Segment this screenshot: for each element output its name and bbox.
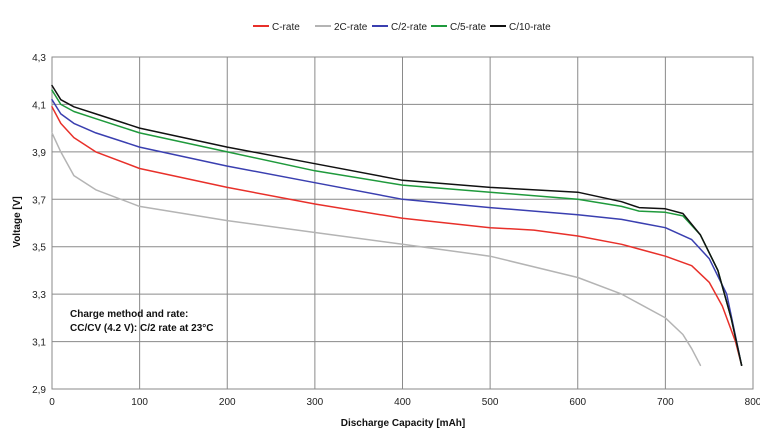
y-tick-label: 3,3 <box>32 290 46 301</box>
annotation-line-1: Charge method and rate: <box>70 309 188 320</box>
y-tick-label: 3,5 <box>32 243 46 254</box>
x-tick-label: 100 <box>131 397 148 408</box>
y-axis-title: Voltage [V] <box>12 196 23 247</box>
legend: C-rate 2C-rate C/2-rate C/5-rate C/10-rate <box>253 22 551 33</box>
y-tick-label: 4,1 <box>32 100 46 111</box>
x-tick-label: 300 <box>307 397 324 408</box>
series-layer <box>51 84 743 367</box>
series-line-c-10-rate <box>51 84 743 367</box>
y-tick-label: 3,7 <box>32 195 46 206</box>
x-tick-label: 200 <box>219 397 236 408</box>
legend-label-c-rate: C-rate <box>272 22 300 33</box>
y-tick-label: 2,9 <box>32 385 46 396</box>
x-tick-label: 700 <box>657 397 674 408</box>
legend-label-c-10-rate: C/10-rate <box>509 22 551 33</box>
x-tick-label: 800 <box>745 397 760 408</box>
tick-labels: 0 100 200 300 400 500 600 700 800 2,9 3,1 3,3 3,5 3,7… <box>32 53 760 408</box>
series-line-2c-rate <box>51 132 702 367</box>
y-tick-label: 3,1 <box>32 338 46 349</box>
x-tick-label: 600 <box>569 397 586 408</box>
series-line-c-rate <box>51 106 743 367</box>
x-tick-label: 400 <box>394 397 411 408</box>
legend-label-2c-rate: 2C-rate <box>334 22 368 33</box>
x-axis-title: Discharge Capacity [mAh] <box>341 418 465 429</box>
legend-label-c-5-rate: C/5-rate <box>450 22 487 33</box>
y-tick-label: 4,3 <box>32 53 46 64</box>
x-tick-label: 500 <box>482 397 499 408</box>
y-tick-label: 3,9 <box>32 148 46 159</box>
annotation-line-2: CC/CV (4.2 V): C/2 rate at 23°C <box>70 323 214 334</box>
x-tick-label: 0 <box>49 397 55 408</box>
legend-label-c-2-rate: C/2-rate <box>391 22 428 33</box>
series-line-c-2-rate <box>51 98 743 367</box>
